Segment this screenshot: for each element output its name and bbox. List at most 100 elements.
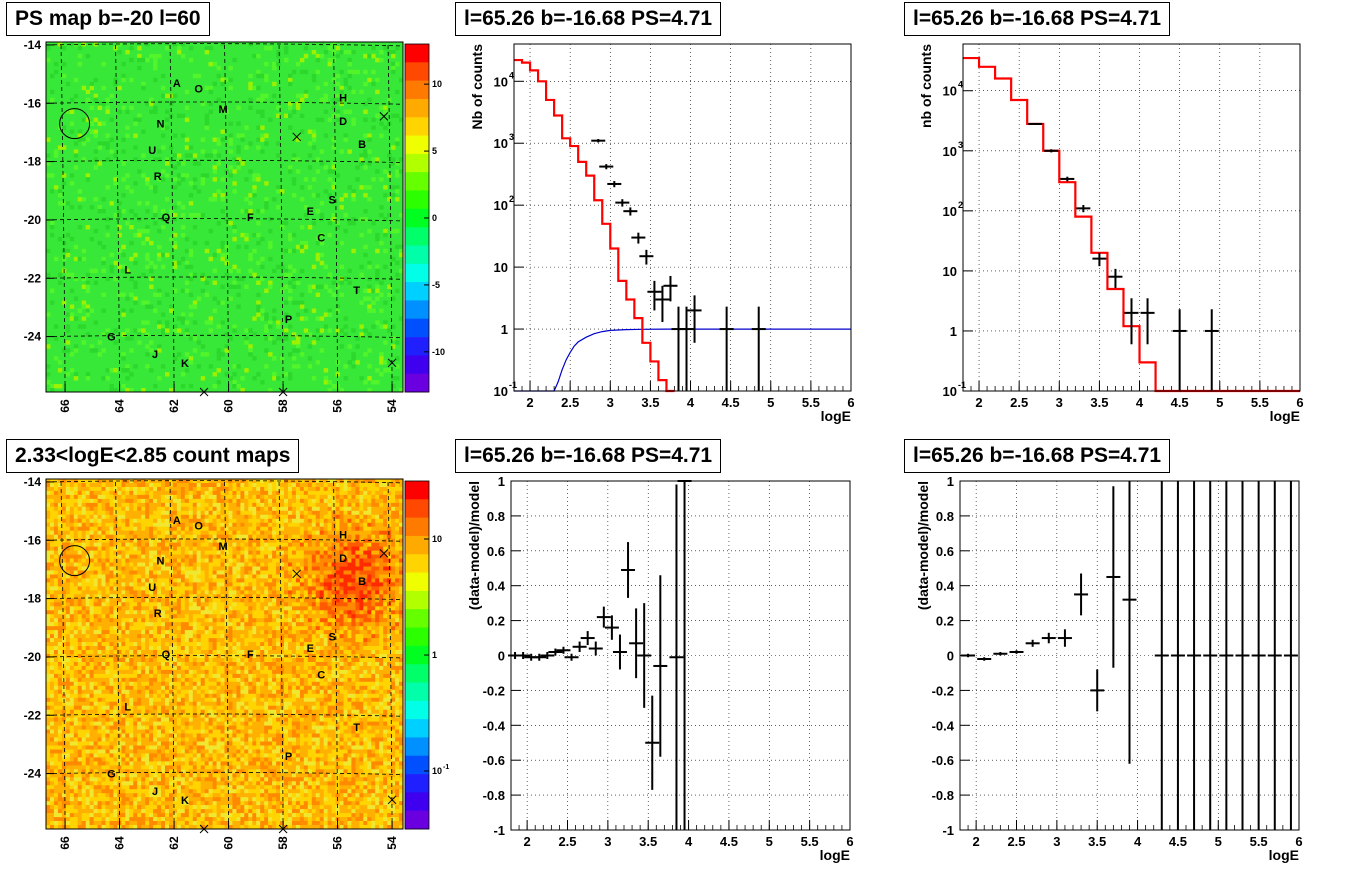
source-label: S [328, 195, 335, 207]
y-tick-exponent: -1 [509, 380, 517, 390]
colorbar-segment [405, 481, 429, 500]
colorbar-segment [405, 80, 429, 100]
x-tick-label: 6 [846, 834, 853, 849]
x-tick-label: 64 [113, 836, 127, 850]
source-label: U [148, 582, 156, 594]
source-label: P [285, 314, 292, 326]
y-tick-exponent: 4 [509, 70, 514, 80]
source-label: U [148, 145, 156, 157]
cross-marker [387, 358, 397, 368]
source-label: A [173, 515, 181, 527]
cross-marker [292, 569, 302, 579]
grid-line [45, 101, 404, 105]
x-tick-label: 5.5 [802, 395, 820, 410]
chart-title: l=65.26 b=-16.68 PS=4.71 [455, 439, 722, 473]
y-tick-label: 0.6 [487, 544, 505, 559]
y-tick-label: 0 [947, 649, 954, 664]
colorbar-segment [405, 282, 429, 301]
y-tick-exponent: -1 [958, 380, 966, 390]
colorbar-segment [405, 535, 429, 555]
y-tick-exponent: 2 [958, 200, 963, 210]
grid-line [60, 41, 66, 393]
x-tick-label: 62 [167, 836, 181, 850]
grid-line [45, 596, 404, 600]
x-tick-label: 5 [767, 395, 774, 410]
y-tick-label: 10 [494, 384, 508, 399]
y-tick-label: -16 [24, 96, 42, 110]
x-tick-label: 54 [385, 836, 399, 850]
source-label: O [194, 84, 203, 96]
source-label: E [307, 206, 314, 218]
x-tick-label: 4 [685, 834, 693, 849]
y-tick-label: -16 [24, 533, 42, 547]
source-label: E [307, 643, 314, 655]
source-label: F [247, 212, 254, 224]
y-tick-label: 10 [494, 198, 508, 213]
y-tick-label: -20 [24, 213, 42, 227]
y-tick-label: 10 [943, 204, 957, 219]
x-tick-label: 62 [167, 399, 181, 413]
y-tick-label: 0.6 [936, 544, 954, 559]
grid-line [45, 43, 404, 47]
colorbar-segment [405, 373, 429, 393]
x-tick-label: 5.5 [1250, 834, 1268, 849]
y-axis-label: (data-model)/model [466, 481, 482, 610]
source-label: K [181, 358, 189, 370]
x-tick-label: 5 [766, 834, 773, 849]
colorbar-segment [405, 153, 429, 173]
source-label: D [339, 553, 347, 565]
x-tick-label: 2 [526, 395, 533, 410]
y-tick-label: -0.8 [483, 788, 505, 803]
grid-line [387, 41, 393, 393]
colorbar-segment [405, 227, 429, 246]
y-tick-label: 10 [943, 84, 957, 99]
plot-frame [45, 478, 404, 830]
colorbar-segment [405, 682, 429, 702]
colorbar-segment [405, 245, 429, 265]
grid-line [278, 41, 284, 393]
chart-title: PS map b=-20 l=60 [6, 2, 210, 36]
colorbar-segment [405, 318, 429, 338]
chart-title: l=65.26 b=-16.68 PS=4.71 [904, 439, 1171, 473]
colorbar-tick-label: -5 [432, 280, 440, 290]
y-tick-label: 10 [494, 136, 508, 151]
colorbar-segment [405, 810, 429, 830]
colorbar-tick-exponent: -1 [443, 764, 449, 771]
count-map-panel: A O M H D B N U R S E Q F C L T P G J K -14 -16 -18 -20 -22 -24 66… [0, 437, 449, 875]
colorbar-segment [405, 554, 429, 573]
x-tick-label: 66 [58, 836, 72, 850]
x-tick-label: 4.5 [1171, 395, 1189, 410]
ps-map-panel: A O M H D B N U R S E Q F C L T P G J K -14 -16 -18 -20 -22 -24 66… [0, 0, 449, 437]
source-label: K [181, 795, 189, 807]
source-label: B [358, 576, 366, 588]
plot-frame [510, 480, 851, 831]
y-tick-label: -22 [24, 708, 42, 722]
x-tick-label: 58 [276, 836, 290, 850]
colorbar-segment [405, 62, 429, 81]
colorbar-segment [405, 355, 429, 375]
source-label: A [173, 78, 181, 90]
x-tick-label: 2.5 [561, 395, 579, 410]
x-tick-label: 60 [222, 399, 236, 413]
counts-spectrum-panel-2: 2 2.5 3 3.5 4 4.5 5 5.5 6 logE nb of counts 10 -1 1 10… [898, 0, 1348, 437]
chart-title: l=65.26 b=-16.68 PS=4.71 [455, 2, 722, 36]
source-label: G [107, 332, 116, 344]
grid-line [115, 478, 120, 830]
y-tick-label: 0.8 [487, 509, 505, 524]
grid-line [45, 655, 404, 659]
source-label: N [156, 119, 164, 131]
x-axis-label: logE [821, 408, 851, 424]
x-tick-label: 64 [113, 399, 127, 413]
plot-frame [959, 480, 1300, 831]
x-tick-label: 4.5 [722, 395, 740, 410]
y-tick-label: -18 [24, 592, 42, 606]
colorbar-segment [405, 792, 429, 812]
cross-marker [379, 549, 389, 558]
plot-frame [962, 43, 1301, 392]
grid-line [224, 41, 229, 393]
source-label: B [358, 139, 366, 151]
x-tick-label: 3 [1053, 834, 1060, 849]
y-tick-label: 0.2 [936, 614, 954, 629]
y-tick-label: 10 [494, 74, 508, 89]
